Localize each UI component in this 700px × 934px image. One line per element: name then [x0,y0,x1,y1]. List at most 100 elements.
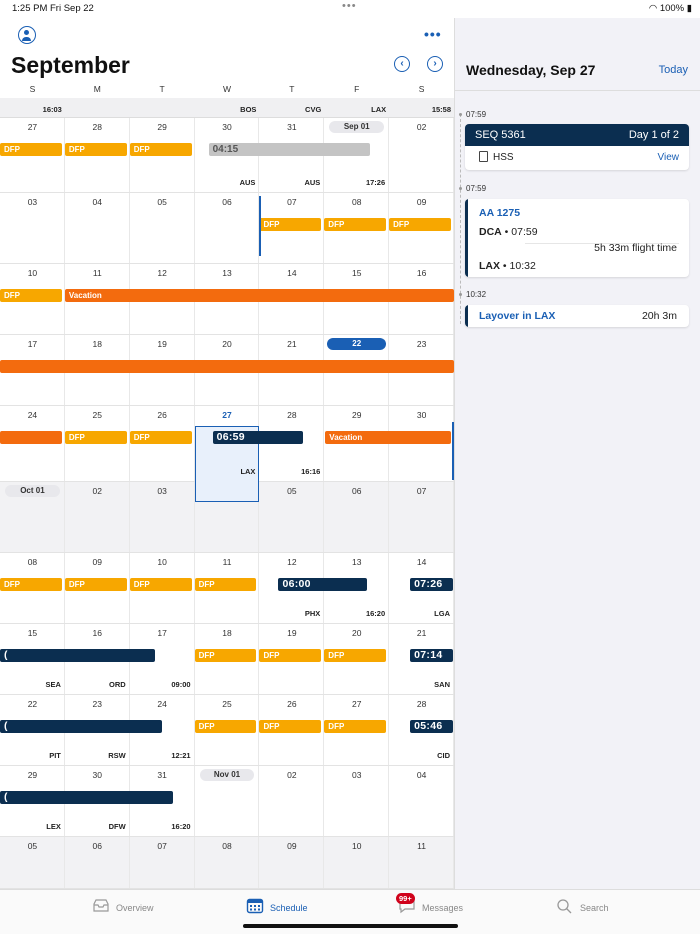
day-cell[interactable]: 31 [130,766,195,836]
day-cell[interactable]: 11 [195,553,260,623]
day-cell[interactable]: 02 [259,766,325,836]
trip-bar[interactable]: ( [0,720,162,733]
station-label: 16:20 [365,609,386,618]
day-number: 07 [157,841,167,851]
day-number: 02 [92,486,103,496]
day-cell[interactable]: 18 [195,624,260,694]
dfp-bar[interactable]: DFP [0,578,62,591]
dfp-bar[interactable]: DFP [64,578,127,591]
dfp-bar[interactable]: DFP [259,720,322,733]
vacation-bar[interactable]: Vacation [64,289,454,302]
day-cell[interactable]: 09 [389,193,455,263]
dfp-bar[interactable]: DFP [324,649,387,662]
trip-bar[interactable]: 04:15 [208,143,370,156]
dfp-bar[interactable]: DFP [389,218,452,231]
dfp-bar[interactable]: DFP [129,578,192,591]
day-cell[interactable]: Nov 01 [195,766,260,836]
dfp-bar[interactable]: DFP [324,720,387,733]
day-cell[interactable]: 24 [0,406,65,481]
day-cell[interactable]: 10 [130,553,195,623]
more-options-icon[interactable]: ••• [424,26,442,42]
prev-month-button[interactable]: ‹ [394,56,410,72]
dfp-bar[interactable]: DFP [64,431,127,444]
day-cell[interactable]: 27 [324,695,390,765]
day-cell[interactable]: 09 [65,553,130,623]
day-cell[interactable]: 06 [195,193,260,263]
day-cell[interactable]: 07 [389,482,455,552]
day-cell[interactable]: 08 [324,193,390,263]
day-cell[interactable]: 03 [0,193,65,263]
day-cell[interactable]: 03 [324,766,390,836]
day-cell[interactable]: 14 [389,553,455,623]
day-cell[interactable]: 06 [64,837,130,888]
day-cell[interactable]: 27 [0,118,65,192]
day-cell[interactable]: 19 [259,624,325,694]
trip-bar[interactable]: 07:14 [410,649,454,662]
vacation-bar[interactable] [0,360,454,373]
profile-icon[interactable] [18,26,36,44]
trip-bar[interactable]: ( [0,649,155,662]
dfp-bar[interactable]: DFP [0,289,62,302]
day-cell[interactable]: 28 [259,406,325,481]
day-cell[interactable]: 09 [259,837,325,888]
flight-card[interactable]: AA 1275 DCA • 07:59 5h 33m flight time L… [465,199,689,277]
day-cell[interactable]: 21 [389,624,455,694]
day-cell[interactable]: 08 [0,553,65,623]
day-cell[interactable]: 02 [64,482,130,552]
dfp-bar[interactable]: DFP [194,720,257,733]
day-cell[interactable]: 26 [259,695,325,765]
trip-bar[interactable]: 07:26 [410,578,454,591]
view-link[interactable]: View [657,152,680,163]
trip-bar[interactable]: 05:46 [410,720,454,733]
vacation-bar[interactable] [0,431,62,444]
day-cell[interactable]: 20 [324,624,390,694]
day-cell[interactable]: 03 [129,482,195,552]
day-cell[interactable]: 28 [389,695,455,765]
day-cell[interactable]: 05 [130,193,195,263]
dfp-bar[interactable]: DFP [324,218,387,231]
dfp-bar[interactable]: DFP [194,649,257,662]
day-cell[interactable]: 02 [389,118,455,192]
tail-label: BOS [240,105,257,114]
trip-bar[interactable]: 06:00 [278,578,368,591]
dfp-bar[interactable]: DFP [259,218,322,231]
trip-bar[interactable]: ( [0,791,173,804]
day-cell[interactable]: 10 [324,837,390,888]
day-cell[interactable]: Sep 01 [324,118,390,192]
day-number: 08 [222,841,232,851]
day-cell[interactable]: 05 [259,482,325,552]
trip-bar[interactable]: 06:59 [212,431,303,444]
day-cell[interactable]: Oct 01 [0,482,65,552]
day-cell[interactable]: 07 [129,837,195,888]
dfp-bar[interactable]: DFP [0,143,62,156]
dfp-bar[interactable]: DFP [259,649,322,662]
day-cell[interactable]: 26 [130,406,195,481]
today-button[interactable]: Today [658,64,688,76]
day-cell[interactable]: 10 [0,264,65,334]
search-icon [557,899,572,914]
dfp-bar[interactable]: DFP [129,143,192,156]
layover-card[interactable]: Layover in LAX 20h 3m [465,305,689,327]
day-cell[interactable]: 24 [130,695,195,765]
day-cell[interactable]: 08 [194,837,260,888]
day-cell[interactable]: 13 [324,553,390,623]
day-cell[interactable]: 04 [389,766,455,836]
day-cell[interactable]: 04 [65,193,130,263]
dfp-bar[interactable]: DFP [129,431,192,444]
dfp-bar[interactable]: DFP [194,578,257,591]
day-cell[interactable]: 05 [0,837,65,888]
day-cell[interactable]: 25 [65,406,130,481]
day-cell[interactable]: 11 [389,837,455,888]
day-cell[interactable]: 29 [130,118,195,192]
multitasking-dots-icon[interactable]: ••• [342,0,357,12]
day-cell[interactable]: 07 [259,193,325,263]
dfp-bar[interactable]: DFP [64,143,127,156]
vacation-bar[interactable]: Vacation [325,431,452,444]
day-cell[interactable]: 06 [324,482,390,552]
day-cell[interactable]: 17 [130,624,195,694]
sequence-card[interactable]: SEQ 5361 Day 1 of 2 HSS View [465,124,689,170]
day-cell[interactable]: 25 [195,695,260,765]
day-cell[interactable]: 28 [65,118,130,192]
next-month-button[interactable]: › [427,56,443,72]
